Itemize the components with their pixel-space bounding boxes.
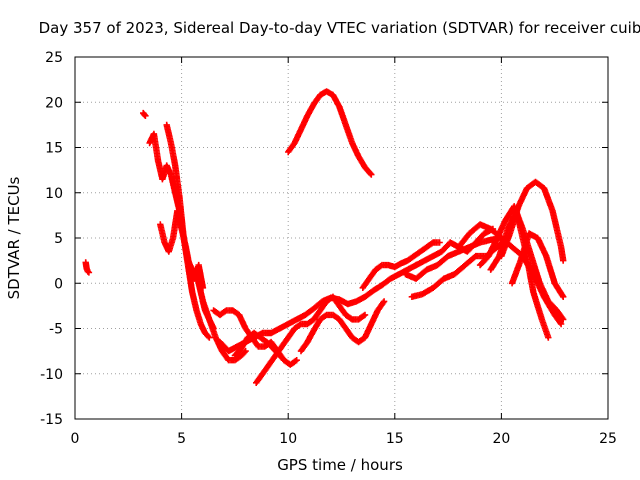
x-tick-label: 15: [386, 431, 404, 447]
data-point: [205, 333, 212, 340]
y-tick-labels: 25 20 15 10 5 0 -5 -10 -15: [40, 50, 63, 428]
series-arc-21: [508, 230, 567, 300]
y-tick-label: 25: [45, 50, 63, 66]
series-arc-19: [487, 207, 552, 341]
grid-lines: [75, 57, 608, 419]
data-point: [142, 112, 149, 119]
data-point: [84, 268, 91, 275]
chart-title: Day 357 of 2023, Sidereal Day-to-day VTE…: [39, 19, 640, 37]
series-arc-6: [199, 298, 249, 364]
data-point: [557, 320, 565, 328]
data-point: [560, 257, 567, 264]
data-point: [557, 319, 564, 326]
y-axis-label: SDTVAR / TECUs: [5, 176, 23, 299]
data-point: [85, 269, 93, 276]
data-point: [292, 357, 299, 365]
y-tick-label: -10: [40, 367, 63, 383]
axis-ticks: [74, 56, 609, 420]
data-point: [361, 311, 369, 319]
x-axis-label: GPS time / hours: [277, 456, 403, 474]
series-arc-2: [140, 109, 149, 119]
series-arc-5: [157, 207, 207, 291]
x-tick-label: 20: [492, 431, 510, 447]
y-tick-label: 20: [45, 95, 63, 111]
data-point: [560, 293, 567, 300]
data-point: [380, 299, 387, 306]
data-point: [367, 170, 374, 177]
data-point: [199, 284, 207, 291]
x-tick-label: 5: [177, 431, 186, 447]
y-tick-label: -15: [40, 412, 63, 428]
data-point: [241, 349, 248, 356]
x-tick-label: 0: [71, 431, 80, 447]
series-arc-11: [285, 88, 375, 178]
data-point: [436, 239, 443, 246]
data-point: [545, 334, 552, 341]
y-tick-label: 15: [45, 141, 63, 157]
x-tick-label: 25: [599, 431, 617, 447]
data-point: [560, 316, 567, 323]
data-point: [360, 312, 367, 319]
series-arc-10: [253, 293, 369, 386]
y-tick-label: 10: [45, 186, 63, 202]
data-point: [242, 347, 249, 355]
series-arc-13: [359, 239, 443, 291]
data-marks: [82, 88, 567, 386]
y-tick-label: 0: [54, 276, 63, 292]
series-arc-12: [297, 298, 388, 355]
data-point: [206, 334, 213, 341]
x-tick-label: 10: [279, 431, 297, 447]
series-arc-20: [498, 178, 567, 264]
data-point: [368, 171, 375, 178]
data-point: [293, 357, 300, 364]
series-arc-1: [82, 259, 93, 276]
y-tick-label: 5: [54, 231, 63, 247]
x-tick-labels: 0 5 10 15 20 25: [71, 431, 617, 447]
data-point: [380, 298, 388, 305]
data-point: [559, 315, 566, 322]
series-arc-4: [163, 121, 217, 332]
y-tick-label: -5: [49, 322, 63, 338]
